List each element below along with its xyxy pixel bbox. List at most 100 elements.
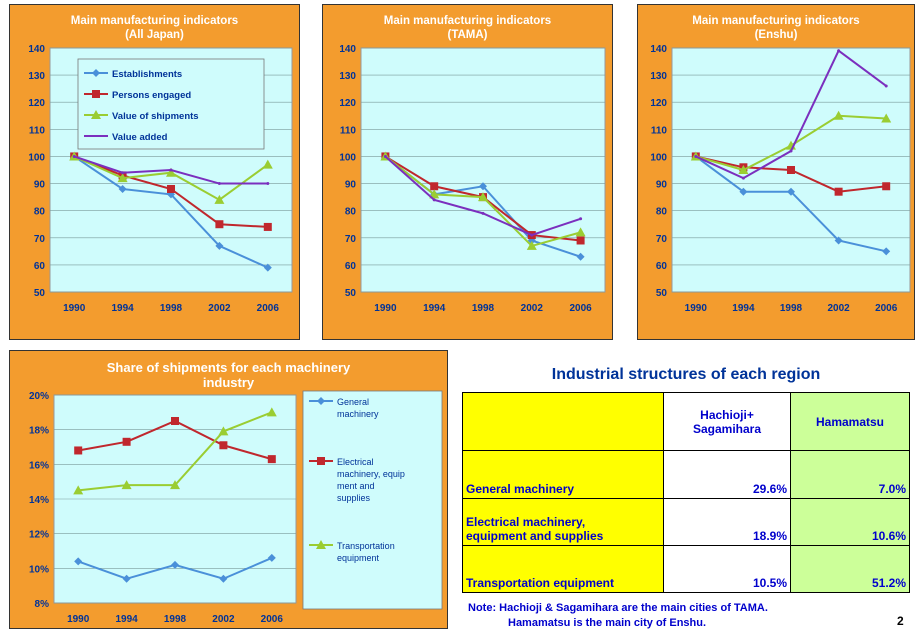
- data-point: [171, 417, 179, 425]
- row-label: Transportation equipment: [462, 544, 664, 594]
- data-point: [430, 182, 439, 191]
- y-tick-label: 120: [650, 98, 667, 109]
- data-point: [122, 574, 131, 583]
- x-tick-label: 2006: [261, 614, 284, 625]
- y-tick-label: 110: [651, 125, 668, 136]
- legend-label: equipment: [337, 553, 380, 563]
- y-tick-label: 8%: [35, 599, 50, 610]
- y-tick-label: 14%: [29, 495, 49, 506]
- data-point: [884, 84, 888, 88]
- data-point: [74, 557, 83, 566]
- x-tick-label: 1994: [111, 303, 134, 314]
- data-point: [694, 154, 698, 158]
- data-point: [263, 263, 272, 272]
- chart-title: Share of shipments for each machinery ind…: [106, 360, 351, 390]
- data-point: [530, 233, 534, 237]
- y-tick-label: 70: [656, 234, 668, 245]
- footnote: Note: Hachioji & Sagamihara are the main…: [468, 601, 768, 631]
- y-tick-label: 130: [28, 71, 45, 82]
- data-point: [881, 113, 892, 123]
- data-point: [169, 168, 173, 172]
- x-tick-label: 1994: [423, 303, 446, 314]
- data-point: [432, 198, 436, 202]
- data-point: [215, 220, 224, 229]
- y-tick-label: 10%: [29, 564, 49, 575]
- y-tick-label: 80: [34, 207, 46, 218]
- data-point: [121, 171, 125, 175]
- table-row: General machinery 29.6% 7.0%: [462, 450, 910, 499]
- x-tick-label: 1990: [374, 303, 397, 314]
- legend-label: Value of shipments: [112, 111, 199, 122]
- y-tick-label: 80: [345, 207, 357, 218]
- row-label: General machinery: [462, 450, 664, 499]
- data-point: [481, 211, 485, 215]
- legend-label: Persons engaged: [112, 90, 191, 101]
- data-point: [170, 480, 180, 490]
- legend-marker: [92, 90, 100, 98]
- y-tick-label: 50: [34, 288, 46, 299]
- table-title: Industrial structures of each region: [551, 366, 821, 383]
- legend-label: supplies: [337, 493, 371, 503]
- data-point: [74, 446, 83, 455]
- row-label: Electrical machinery, equipment and supp…: [462, 497, 664, 546]
- y-tick-label: 80: [656, 207, 668, 218]
- y-tick-label: 12%: [29, 530, 49, 541]
- y-tick-label: 130: [650, 71, 667, 82]
- y-tick-label: 120: [28, 98, 45, 109]
- data-point: [882, 247, 891, 256]
- legend-item: Transportation equipment: [309, 540, 395, 563]
- data-point: [266, 407, 277, 417]
- data-point: [429, 189, 440, 199]
- data-point: [741, 176, 745, 180]
- chart-title: Main manufacturing indicators (All Japan): [70, 15, 239, 41]
- legend-item: General machinery: [309, 397, 379, 419]
- x-tick-label: 2002: [212, 614, 235, 625]
- footnote-line: Hamamatsu is the main city of Enshu.: [508, 617, 707, 629]
- x-tick-label: 1994: [732, 303, 755, 314]
- y-tick-label: 110: [29, 125, 46, 136]
- data-point: [837, 49, 841, 53]
- data-point: [166, 167, 176, 177]
- table-header-hachioji: Hachioji+ Sagamihara: [663, 391, 791, 452]
- cell-hamamatsu-value: 7.0%: [790, 450, 910, 499]
- data-point: [479, 182, 487, 191]
- data-point: [834, 236, 843, 245]
- x-tick-label: 1990: [63, 303, 86, 314]
- legend-box: [302, 390, 443, 610]
- y-tick-label: 110: [340, 125, 357, 136]
- y-tick-label: 70: [34, 234, 46, 245]
- x-tick-label: 2006: [569, 303, 592, 314]
- y-tick-label: 130: [339, 71, 356, 82]
- chart-machinery-share: 8% 10% 12% 14% 16% 18% 20% 1990 1994 1998 2002 2006…: [29, 390, 443, 625]
- data-point: [167, 184, 175, 193]
- x-tick-label: 2002: [208, 303, 231, 314]
- y-tick-label: 100: [28, 152, 45, 163]
- data-point: [121, 480, 132, 490]
- y-tick-label: 20%: [29, 391, 49, 402]
- data-point: [122, 437, 131, 446]
- data-point: [266, 182, 270, 186]
- data-point: [882, 182, 891, 191]
- legend-label: machinery, equip: [337, 469, 405, 479]
- table-header-row: Hachioji+ Sagamihara Hamamatsu: [462, 391, 910, 452]
- legend-label: ment and: [337, 481, 375, 491]
- data-point: [267, 455, 276, 464]
- data-point: [526, 240, 537, 250]
- x-tick-label: 1998: [164, 614, 187, 625]
- data-point: [72, 154, 76, 158]
- chart-panel-all-japan: Main manufacturing indicators (All Japan)…: [9, 4, 300, 340]
- data-point: [219, 574, 228, 583]
- chart-panel-enshu: Main manufacturing indicators (Enshu) 50 6…: [637, 4, 915, 340]
- y-tick-label: 16%: [29, 460, 49, 471]
- cell-hamamatsu-value: 10.6%: [790, 497, 910, 546]
- x-tick-label: 2002: [521, 303, 544, 314]
- table-row: Electrical machinery, equipment and supp…: [462, 497, 910, 546]
- footnote-line: Note: Hachioji & Sagamihara are the main…: [468, 602, 768, 614]
- series-transportation-equipment: [73, 407, 277, 495]
- data-point: [267, 553, 276, 562]
- data-point: [383, 154, 387, 158]
- series-value-added: [694, 49, 888, 180]
- table-row: Transportation equipment 10.5% 51.2%: [462, 544, 910, 594]
- cell-hamamatsu-value: 51.2%: [790, 544, 910, 594]
- data-point: [576, 236, 585, 245]
